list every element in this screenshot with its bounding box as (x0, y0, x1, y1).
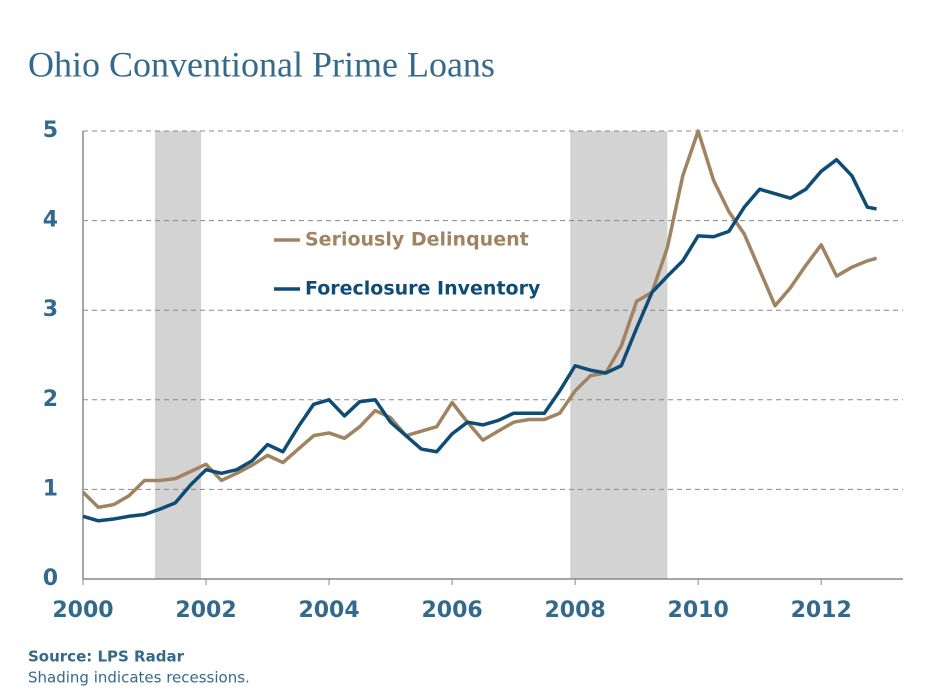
y-tick-label: 3 (43, 297, 58, 322)
x-tick-label: 2012 (791, 598, 852, 623)
y-tick-label: 1 (43, 476, 58, 501)
legend-label: Seriously Delinquent (305, 229, 529, 251)
y-tick-label: 4 (43, 208, 58, 233)
y-tick-label: 0 (43, 566, 58, 591)
x-tick-label: 2004 (298, 598, 359, 623)
x-tick-label: 2010 (668, 598, 729, 623)
x-tick-label: 2002 (175, 598, 236, 623)
recession-shade (570, 131, 668, 579)
chart-title: Ohio Conventional Prime Loans (28, 44, 495, 84)
x-tick-label: 2000 (52, 598, 113, 623)
x-tick-label: 2006 (421, 598, 482, 623)
legend-label: Foreclosure Inventory (305, 278, 541, 300)
series-line (81, 129, 878, 510)
x-tick-label: 2008 (545, 598, 606, 623)
y-tick-label: 5 (43, 118, 58, 143)
y-tick-label: 2 (43, 387, 58, 412)
source: Source: LPS Radar (28, 648, 185, 666)
series-line (82, 157, 877, 523)
note: Shading indicates recessions. (28, 669, 250, 687)
recession-shade (154, 131, 202, 579)
